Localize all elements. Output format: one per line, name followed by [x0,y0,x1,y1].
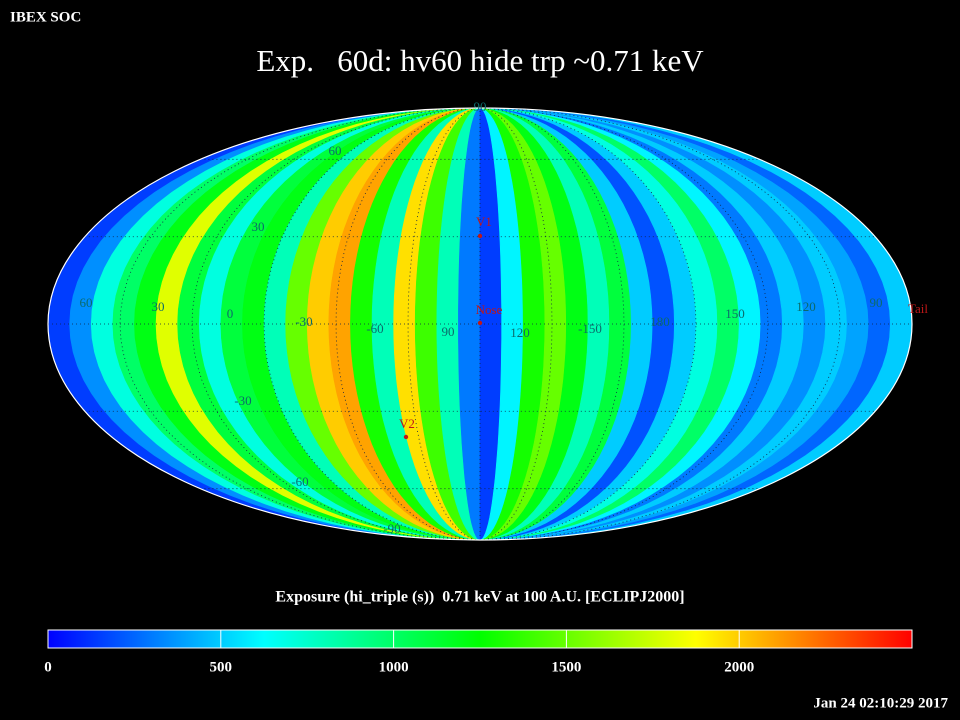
grid-label: 120 [796,299,816,314]
grid-label: 30 [152,299,165,314]
map-border [47,107,913,541]
grid-label: 90 [474,99,487,114]
app-name: IBEX SOC [10,9,81,25]
grid-label: -150 [578,321,602,336]
grid-label: -60 [366,321,383,336]
grid-label: 90 [870,295,883,310]
grid-label: 0 [227,306,234,321]
grid-label: 60 [80,295,93,310]
grid-label: 180 [650,314,670,329]
marker-label: Tail [908,301,928,316]
marker-label: V2 [399,416,415,431]
grid-label: -60 [291,474,308,489]
colorbar-tick-label: 2000 [724,659,754,675]
grid-label: 150 [725,306,745,321]
colorbar-tick-label: 1000 [379,659,409,675]
meridian [479,107,553,541]
grid-label: 60 [329,143,342,158]
grid-label: 90 [442,324,455,339]
marker-label: Nose [476,302,503,317]
marker-label: V1 [476,214,492,229]
grid-label: 120 [510,325,530,340]
timestamp: Jan 24 02:10:29 2017 [813,695,948,711]
grid-label: 30 [252,219,265,234]
grid-label: -90 [383,521,400,536]
colorbar-ticks: 0 500 1000 1500 2000 [44,630,754,675]
colorbar-tick-label: 1500 [551,659,581,675]
grid-label: -30 [234,393,251,408]
marker-dot [403,434,409,440]
marker-dot [477,233,483,239]
chart-title: Exp. 60d: hv60 hide trp ~0.71 keV [256,43,704,78]
colorbar [47,629,913,649]
grid-label: -30 [295,314,312,329]
colorbar-tick-label: 0 [44,659,52,675]
colorbar-tick-label: 500 [210,659,233,675]
marker-dot [477,320,483,326]
meridian [407,107,481,541]
sky-map: 90 60 30 60 30 0 -30 -60 90 120 -150 180 150 120 90 -30… [47,99,928,541]
colorbar-label: Exposure (hi_triple (s)) 0.71 keV at 100… [275,589,684,606]
